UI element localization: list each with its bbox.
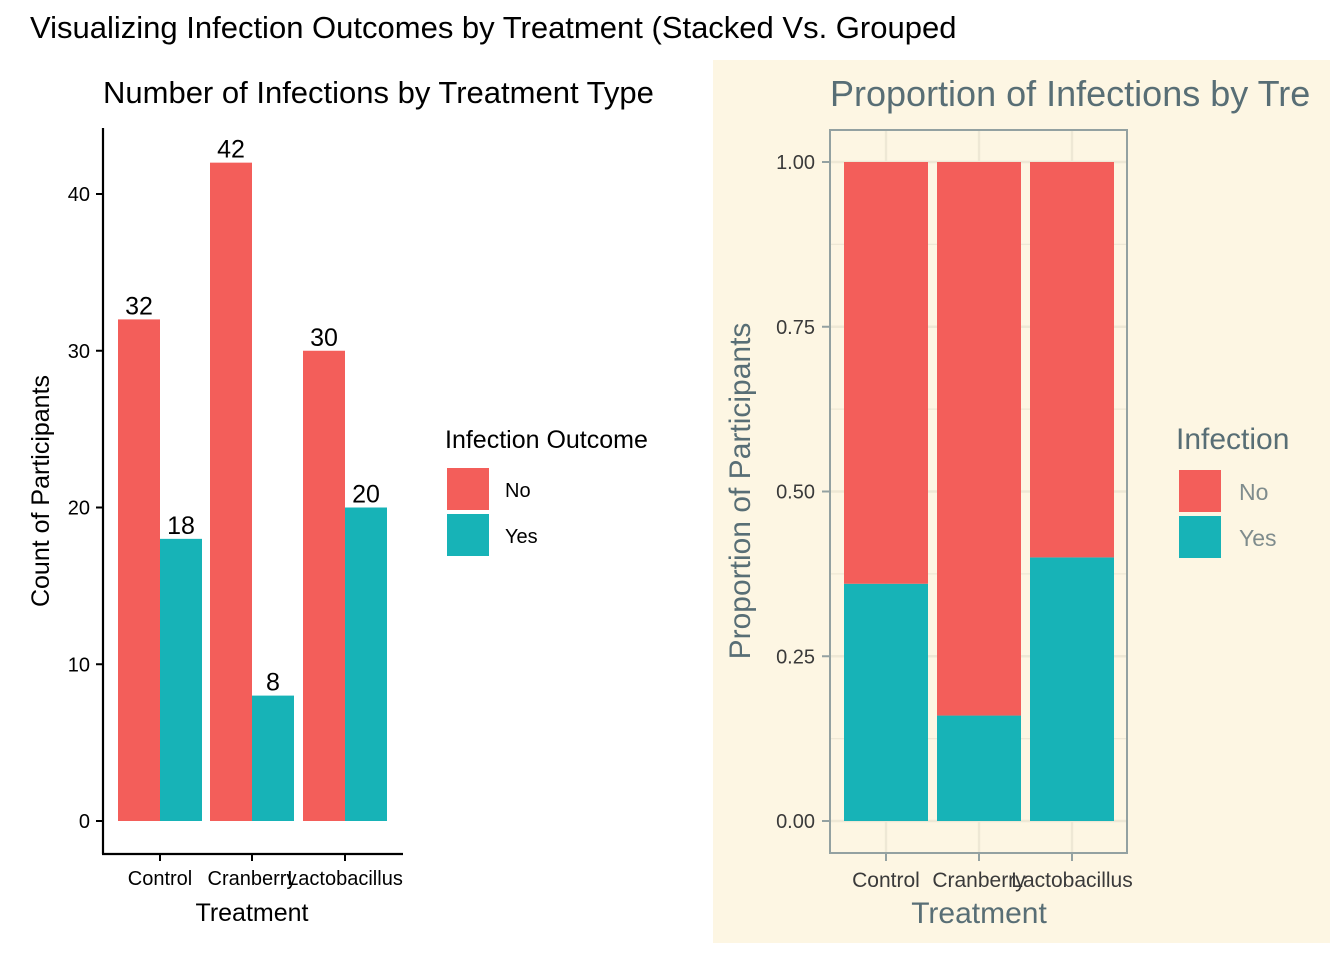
bar-cranberry-yes	[252, 695, 294, 821]
left-y-axis-label: Count of Participants	[27, 375, 55, 607]
right-bars	[844, 162, 1114, 821]
stacked-bar-cranberry-no	[937, 162, 1021, 716]
y-tick-label: 40	[68, 184, 90, 206]
x-tick-label-lactobacillus: Lactobacillus	[1011, 869, 1132, 892]
left-legend-swatch-no	[447, 468, 489, 510]
right-legend-swatch-no	[1179, 470, 1221, 512]
stacked-bar-cranberry-yes	[937, 715, 1021, 821]
y-tick-label: 20	[68, 498, 90, 520]
x-tick-label-cranberry: Cranberry	[932, 869, 1026, 892]
left-legend-title: Infection Outcome	[445, 426, 648, 454]
right-legend-swatch-yes	[1179, 516, 1221, 558]
data-label-lactobacillus-yes: 20	[352, 481, 380, 509]
left-x-axis-label: Treatment	[195, 899, 308, 927]
y-tick-label: 0.75	[776, 317, 815, 339]
stacked-bar-lactobacillus-no	[1030, 162, 1114, 558]
left-bars	[118, 162, 387, 821]
right-legend-label-no: No	[1239, 479, 1268, 505]
y-tick-label: 0	[79, 811, 90, 833]
right-x-axis-label: Treatment	[911, 897, 1047, 930]
y-tick-label: 0.00	[776, 811, 815, 833]
right-legend: Infection No Yes	[1176, 423, 1289, 558]
x-tick-label-lactobacillus: Lactobacillus	[287, 868, 403, 890]
right-y-ticks: 0.00 0.25 0.50 0.75 1.00	[776, 152, 830, 833]
y-tick-label: 0.25	[776, 646, 815, 668]
right-panel-background	[713, 60, 1330, 943]
left-legend-label-no: No	[505, 480, 531, 502]
right-legend-label-yes: Yes	[1239, 525, 1277, 551]
stacked-bar-lactobacillus-yes	[1030, 557, 1114, 821]
left-legend-label-yes: Yes	[505, 526, 538, 548]
y-tick-label: 30	[68, 341, 90, 363]
figure-title: Visualizing Infection Outcomes by Treatm…	[30, 10, 957, 45]
data-label-cranberry-yes: 8	[266, 669, 280, 697]
right-legend-title: Infection	[1176, 423, 1289, 456]
left-chart: Number of Infections by Treatment Type 3…	[27, 75, 654, 927]
bar-lactobacillus-no	[303, 350, 345, 821]
bar-control-no	[118, 319, 160, 821]
stacked-bar-control-yes	[844, 583, 928, 821]
bar-lactobacillus-yes	[345, 507, 387, 821]
stacked-bar-control-no	[844, 162, 928, 584]
right-chart: Proportion of Infections by Tre 0.00 0.25…	[724, 73, 1310, 930]
left-legend: Infection Outcome No Yes	[445, 426, 648, 556]
left-data-labels: 32 18 42 8 30 20	[125, 136, 380, 697]
x-tick-label-control: Control	[128, 868, 192, 890]
bar-control-yes	[160, 538, 202, 821]
x-tick-label-control: Control	[852, 869, 920, 892]
x-tick-label-cranberry: Cranberry	[208, 868, 297, 890]
data-label-control-yes: 18	[167, 512, 195, 540]
left-legend-swatch-yes	[447, 514, 489, 556]
data-label-control-no: 32	[125, 292, 153, 320]
y-tick-label: 10	[68, 654, 90, 676]
left-chart-title: Number of Infections by Treatment Type	[103, 75, 654, 110]
y-tick-label: 0.50	[776, 482, 815, 504]
right-y-axis-label: Proportion of Participants	[724, 323, 757, 660]
right-chart-title: Proportion of Infections by Tre	[830, 73, 1310, 114]
data-label-lactobacillus-no: 30	[310, 324, 338, 352]
y-tick-label: 1.00	[776, 152, 815, 174]
data-label-cranberry-no: 42	[217, 136, 245, 164]
bar-cranberry-no	[210, 162, 252, 821]
left-y-ticks: 0 10 20 30 40	[68, 184, 103, 833]
